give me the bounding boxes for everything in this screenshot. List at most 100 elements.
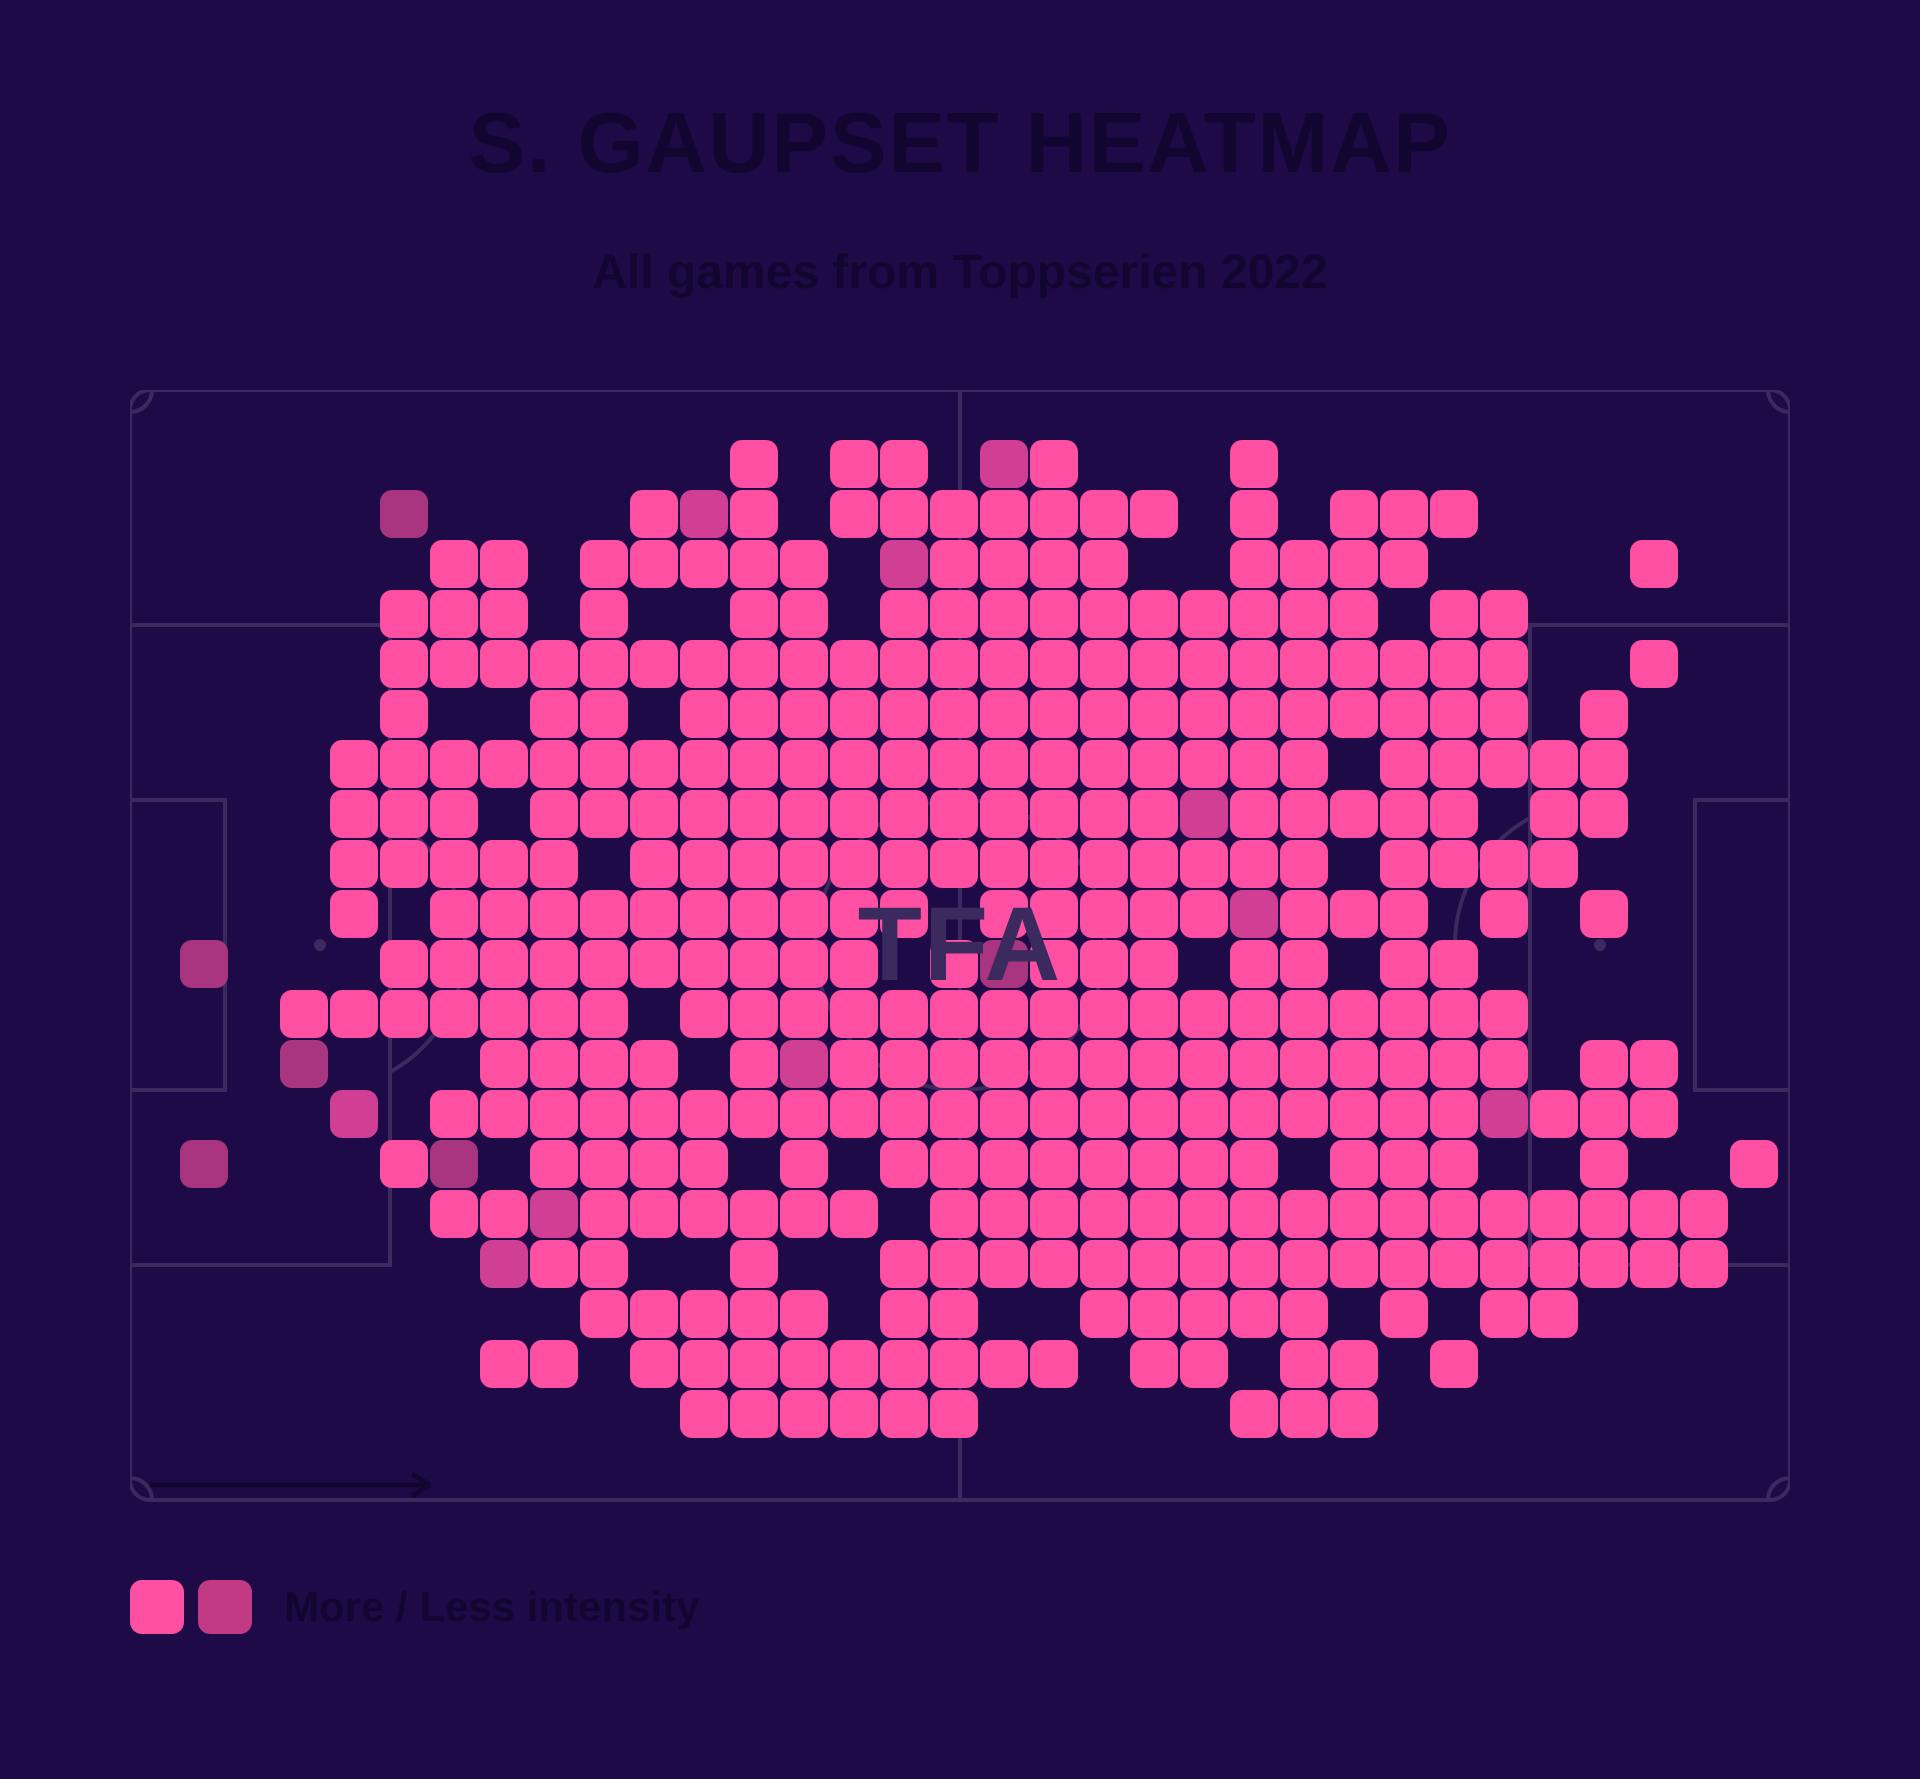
heat-cell bbox=[1380, 490, 1428, 538]
heat-cell bbox=[880, 1290, 928, 1338]
heat-cell bbox=[1330, 540, 1378, 588]
heat-cell bbox=[480, 740, 528, 788]
heat-cell bbox=[680, 940, 728, 988]
heat-cell bbox=[830, 640, 878, 688]
heat-cell bbox=[680, 840, 728, 888]
heat-cell bbox=[830, 1090, 878, 1138]
heat-cell bbox=[930, 490, 978, 538]
heat-cell bbox=[1430, 1240, 1478, 1288]
heat-cell bbox=[580, 790, 628, 838]
heat-cell bbox=[1480, 1240, 1528, 1288]
heat-cell bbox=[1280, 1340, 1328, 1388]
heat-cell bbox=[1280, 840, 1328, 888]
heatmap-figure: S. GAUPSET HEATMAP All games from Toppse… bbox=[0, 0, 1920, 1779]
heat-cell bbox=[180, 940, 228, 988]
heat-cell bbox=[1530, 840, 1578, 888]
heat-cell bbox=[880, 640, 928, 688]
heat-cell bbox=[1280, 940, 1328, 988]
heat-cell bbox=[980, 440, 1028, 488]
heat-cell bbox=[1230, 590, 1278, 638]
heat-cell bbox=[1430, 940, 1478, 988]
heat-cell bbox=[1380, 640, 1428, 688]
heat-cell bbox=[1530, 790, 1578, 838]
heat-cell bbox=[1280, 590, 1328, 638]
heat-cell bbox=[1130, 790, 1178, 838]
heat-cell bbox=[1230, 1090, 1278, 1138]
heat-cell bbox=[430, 1190, 478, 1238]
heat-cell bbox=[1430, 1140, 1478, 1188]
heat-cell bbox=[1180, 1040, 1228, 1088]
heat-cell bbox=[980, 740, 1028, 788]
heat-cell bbox=[630, 740, 678, 788]
heat-cell bbox=[780, 1190, 828, 1238]
heat-cell bbox=[930, 1140, 978, 1188]
heat-cell bbox=[730, 540, 778, 588]
heat-cell bbox=[980, 1190, 1028, 1238]
heat-cell bbox=[680, 1140, 728, 1188]
heat-cell bbox=[430, 740, 478, 788]
heat-cell bbox=[1280, 990, 1328, 1038]
heat-cell bbox=[930, 1190, 978, 1238]
heat-cell bbox=[530, 690, 578, 738]
heat-cell bbox=[930, 1290, 978, 1338]
heat-cell bbox=[430, 790, 478, 838]
heat-cell bbox=[880, 1390, 928, 1438]
heat-cell bbox=[1580, 690, 1628, 738]
heat-cell bbox=[1380, 840, 1428, 888]
heat-cell bbox=[980, 1340, 1028, 1388]
heat-cell bbox=[1330, 1190, 1378, 1238]
heat-cell bbox=[1330, 790, 1378, 838]
heat-cell bbox=[1180, 690, 1228, 738]
heat-cell bbox=[1030, 1240, 1078, 1288]
heat-cell bbox=[1130, 1190, 1178, 1238]
heat-cell bbox=[1030, 1190, 1078, 1238]
heat-cell bbox=[680, 1090, 728, 1138]
heat-cell bbox=[1080, 540, 1128, 588]
heat-cell bbox=[1180, 1290, 1228, 1338]
heat-cell bbox=[1080, 690, 1128, 738]
heat-cell bbox=[1430, 1340, 1478, 1388]
heat-cell bbox=[1230, 640, 1278, 688]
heat-cell bbox=[1580, 1090, 1628, 1138]
heat-cell bbox=[780, 890, 828, 938]
heat-cell bbox=[1230, 690, 1278, 738]
heat-cell bbox=[380, 990, 428, 1038]
heat-cell bbox=[780, 1090, 828, 1138]
heat-cell bbox=[480, 1040, 528, 1088]
heat-cell bbox=[1030, 1040, 1078, 1088]
heat-cell bbox=[680, 1290, 728, 1338]
heat-cell bbox=[380, 790, 428, 838]
heat-cell bbox=[1280, 740, 1328, 788]
heat-cell bbox=[530, 990, 578, 1038]
heat-cell bbox=[930, 590, 978, 638]
heat-cell bbox=[1380, 1140, 1428, 1188]
heat-cell bbox=[880, 1090, 928, 1138]
heat-cell bbox=[730, 640, 778, 688]
heat-cell bbox=[1130, 640, 1178, 688]
heat-cell bbox=[180, 1140, 228, 1188]
heat-cell bbox=[1230, 1240, 1278, 1288]
heat-cell bbox=[1530, 1090, 1578, 1138]
heat-cell bbox=[630, 790, 678, 838]
heat-cell bbox=[1080, 1140, 1128, 1188]
heat-cell bbox=[1130, 1140, 1178, 1188]
heat-cell bbox=[1030, 690, 1078, 738]
heat-cell bbox=[1230, 440, 1278, 488]
heat-cell bbox=[730, 1040, 778, 1088]
heat-cell bbox=[430, 990, 478, 1038]
heat-cell bbox=[880, 1340, 928, 1388]
chart-title: S. GAUPSET HEATMAP bbox=[0, 95, 1920, 193]
heat-cell bbox=[930, 540, 978, 588]
heat-cell bbox=[1030, 1090, 1078, 1138]
heat-cell bbox=[1530, 1190, 1578, 1238]
heat-cell bbox=[580, 590, 628, 638]
heat-cell bbox=[1580, 1190, 1628, 1238]
heat-cell bbox=[1030, 640, 1078, 688]
heat-cell bbox=[1530, 1290, 1578, 1338]
heat-cell bbox=[730, 840, 778, 888]
heat-cell bbox=[930, 1090, 978, 1138]
heat-cell bbox=[1330, 1390, 1378, 1438]
heat-cell bbox=[1180, 990, 1228, 1038]
heat-cell bbox=[580, 740, 628, 788]
heat-cell bbox=[1030, 1340, 1078, 1388]
